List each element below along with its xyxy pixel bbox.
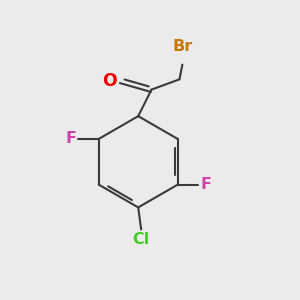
Text: O: O	[102, 72, 117, 90]
Text: F: F	[65, 131, 76, 146]
Text: Br: Br	[172, 39, 193, 54]
Text: F: F	[200, 177, 211, 192]
Text: Cl: Cl	[133, 232, 150, 247]
